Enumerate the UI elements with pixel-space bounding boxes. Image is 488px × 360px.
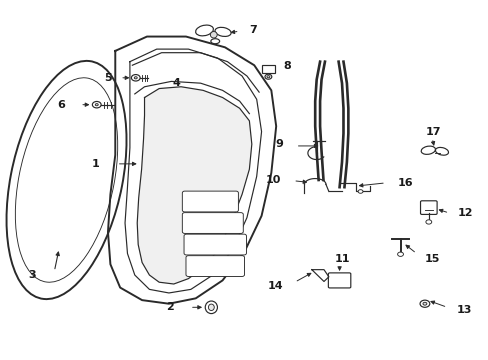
Text: 7: 7 <box>249 25 257 35</box>
Ellipse shape <box>419 300 429 307</box>
Polygon shape <box>311 270 328 282</box>
Ellipse shape <box>425 220 431 224</box>
Ellipse shape <box>422 302 426 305</box>
Text: 15: 15 <box>424 254 439 264</box>
Text: 3: 3 <box>28 270 36 280</box>
Text: 10: 10 <box>265 175 281 185</box>
Ellipse shape <box>266 76 269 78</box>
FancyBboxPatch shape <box>185 256 244 276</box>
Text: 13: 13 <box>456 305 471 315</box>
Polygon shape <box>125 49 261 293</box>
Ellipse shape <box>6 61 126 299</box>
Bar <box>261 64 275 73</box>
Text: 8: 8 <box>283 61 291 71</box>
Ellipse shape <box>131 75 140 81</box>
Ellipse shape <box>205 301 217 314</box>
Ellipse shape <box>420 146 434 154</box>
Text: 2: 2 <box>166 302 174 312</box>
Ellipse shape <box>215 27 231 36</box>
Text: 14: 14 <box>267 281 283 291</box>
Text: 12: 12 <box>457 208 472 218</box>
Ellipse shape <box>15 78 118 282</box>
Ellipse shape <box>210 32 217 38</box>
Ellipse shape <box>264 74 271 79</box>
Ellipse shape <box>92 102 101 108</box>
FancyBboxPatch shape <box>182 191 238 212</box>
Ellipse shape <box>435 148 447 155</box>
Text: 16: 16 <box>397 177 413 188</box>
FancyBboxPatch shape <box>182 213 243 233</box>
Ellipse shape <box>397 252 403 256</box>
Text: 5: 5 <box>104 73 112 83</box>
Text: 6: 6 <box>58 100 65 110</box>
Text: 17: 17 <box>425 127 440 137</box>
FancyBboxPatch shape <box>328 273 350 288</box>
Ellipse shape <box>208 304 214 311</box>
Ellipse shape <box>357 190 362 193</box>
Polygon shape <box>137 87 251 284</box>
Ellipse shape <box>210 39 219 44</box>
Ellipse shape <box>195 25 213 36</box>
FancyBboxPatch shape <box>420 201 436 215</box>
Ellipse shape <box>134 77 137 79</box>
FancyBboxPatch shape <box>183 234 246 255</box>
Ellipse shape <box>95 104 98 106</box>
Text: 11: 11 <box>334 254 349 264</box>
Text: 1: 1 <box>92 159 100 169</box>
Text: 4: 4 <box>172 78 180 88</box>
Text: 9: 9 <box>275 139 283 149</box>
